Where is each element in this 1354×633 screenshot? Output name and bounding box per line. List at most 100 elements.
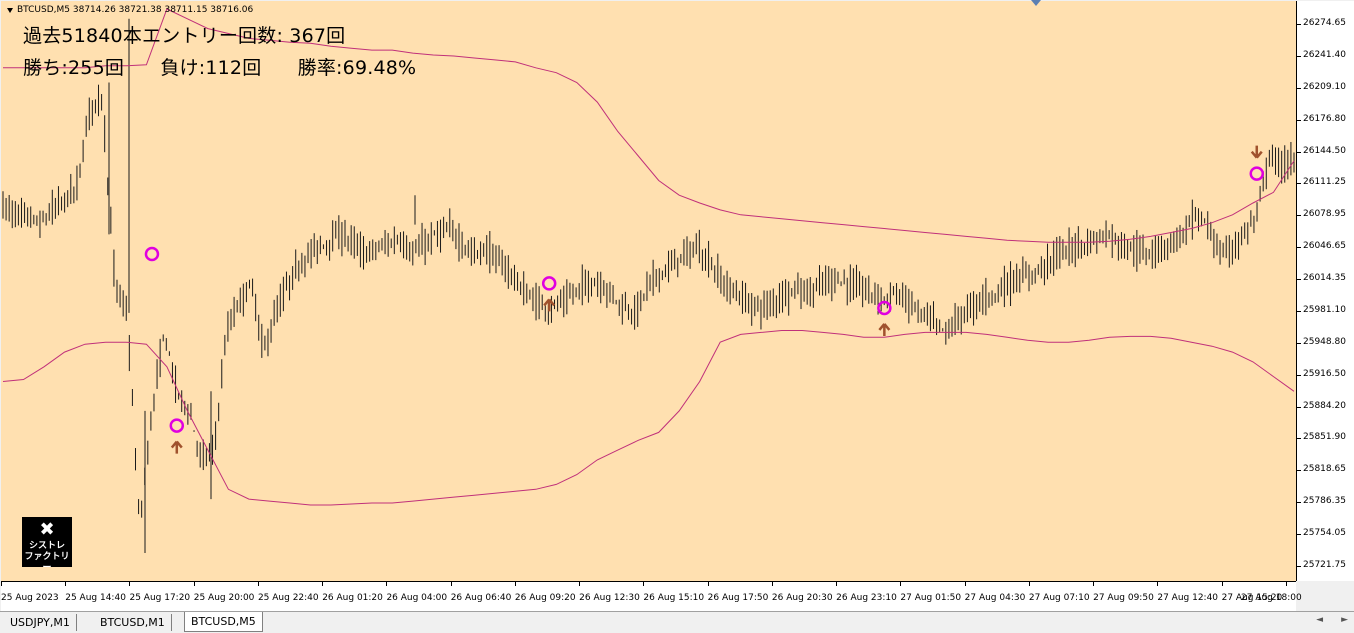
x-tick-mark: [900, 582, 902, 586]
winrate-label: 勝率:69.48%: [297, 57, 417, 79]
y-tick-label: 25981.10: [1303, 304, 1346, 315]
x-tick-mark: [836, 582, 838, 586]
y-tick-label: 25786.35: [1303, 496, 1346, 507]
y-tick-mark: [1297, 438, 1301, 440]
y-tick-mark: [1297, 215, 1301, 217]
candles: [2, 18, 1295, 554]
x-tick-label: 27 Aug 01:50: [900, 593, 962, 603]
wins-label: 勝ち:255回: [23, 57, 125, 79]
y-tick-label: 26241.40: [1303, 49, 1346, 60]
x-tick-label: 25 Aug 2023: [1, 593, 59, 603]
y-tick-mark: [1297, 342, 1301, 344]
y-tick-label: 26176.80: [1303, 113, 1346, 124]
x-tick-mark: [771, 582, 773, 586]
chart-plot-area[interactable]: BTCUSD,M5 38714.26 38721.38 38711.15 387…: [1, 1, 1296, 581]
chart-window[interactable]: BTCUSD,M5 38714.26 38721.38 38711.15 387…: [0, 0, 1354, 612]
signal-circle: [541, 276, 557, 291]
x-tick-mark: [1, 582, 2, 586]
x-tick-mark: [643, 582, 645, 586]
y-tick-mark: [1297, 406, 1301, 408]
x-tick-label: 27 Aug 12:40: [1157, 593, 1219, 603]
win-loss-stats: 勝ち:255回 負け:112回 勝率:69.48%: [23, 53, 446, 80]
y-tick-label: 25948.80: [1303, 336, 1346, 347]
scroll-right-icon[interactable]: ►: [1341, 615, 1348, 625]
x-tick-label: 26 Aug 01:20: [322, 593, 383, 603]
signal-circle: [877, 300, 892, 316]
x-tick-label: 25 Aug 17:20: [129, 593, 191, 603]
scroll-left-icon[interactable]: ◄: [1316, 615, 1324, 625]
x-tick-label: 27 Aug 18:00: [1241, 593, 1302, 603]
x-tick-mark: [1093, 582, 1095, 586]
y-tick-label: 26274.65: [1303, 18, 1346, 28]
candlestick-chart: [2, 8, 1295, 554]
symbol-info-text: BTCUSD,M5 38714.26 38721.38 38711.15 387…: [17, 5, 254, 15]
y-tick-label: 26209.10: [1303, 81, 1346, 92]
y-tick-label: 26144.50: [1303, 145, 1346, 156]
sell-arrow-icon: [1250, 145, 1263, 159]
tab-scroll-controls: ◄ ►: [1316, 615, 1348, 625]
bollinger-lower-band: [2, 330, 1295, 506]
y-tick-label: 26046.65: [1303, 241, 1346, 252]
x-tick-label: 26 Aug 12:30: [579, 593, 640, 603]
tab-btcusd-m1[interactable]: BTCUSD,M1: [94, 614, 172, 631]
x-tick-label: 25 Aug 14:40: [65, 593, 126, 603]
y-tick-mark: [1297, 151, 1301, 153]
x-tick-mark: [579, 582, 581, 586]
x-tick-mark: [1157, 582, 1159, 586]
y-tick-label: 25916.50: [1303, 368, 1346, 379]
x-tick-label: 27 Aug 09:50: [1093, 593, 1154, 603]
x-tick-mark: [193, 582, 195, 586]
y-tick-label: 25818.65: [1303, 464, 1346, 475]
y-tick-mark: [1297, 183, 1301, 185]
symbol-menu-triangle-icon[interactable]: [7, 7, 13, 13]
chart-shift-marker-icon[interactable]: [1031, 0, 1041, 6]
y-tick-mark: [1297, 247, 1301, 249]
y-tick-label: 26111.25: [1303, 177, 1346, 188]
x-tick-mark: [964, 582, 966, 586]
buy-arrow-icon: [543, 298, 556, 312]
x-tick-mark: [1028, 582, 1030, 586]
y-tick-mark: [1297, 566, 1301, 567]
x-tick-mark: [450, 582, 452, 586]
y-tick-mark: [1297, 87, 1301, 89]
x-tick-label: 26 Aug 06:40: [450, 593, 512, 603]
time-axis[interactable]: 25 Aug 2023 25 Aug 14:40 25 Aug 17:20 25 Au…: [1, 581, 1302, 612]
y-tick-mark: [1297, 374, 1301, 376]
systre-factory-logo: ✖ シストレ ファクトリー: [22, 517, 72, 573]
y-tick-mark: [1297, 470, 1301, 472]
signal-circle: [169, 418, 185, 433]
bollinger-upper-band: [3, 8, 1295, 243]
x-tick-mark: [514, 582, 516, 586]
chart-tab-bar: USDJPY,M1 BTCUSD,M1 BTCUSD,M5 ◄ ►: [0, 611, 1354, 633]
y-tick-label: 25754.05: [1303, 528, 1346, 539]
buy-arrow-icon: [878, 323, 891, 336]
x-tick-label: 26 Aug 20:30: [771, 593, 833, 603]
x-tick-label: 26 Aug 15:10: [643, 593, 705, 603]
losses-label: 負け:112回: [160, 57, 262, 79]
y-tick-label: 26014.35: [1303, 273, 1346, 284]
tab-btcusd-m5[interactable]: BTCUSD,M5: [184, 612, 263, 632]
x-tick-mark: [257, 582, 259, 586]
x-tick-mark: [322, 582, 324, 586]
y-tick-mark: [1297, 502, 1301, 504]
y-tick-mark: [1297, 119, 1301, 121]
x-tick-label: 26 Aug 09:20: [514, 593, 576, 603]
price-axis[interactable]: 26274.65 26241.40 26209.10 26176.80 26144.50…: [1296, 1, 1354, 581]
x-tick-mark: [1221, 582, 1223, 586]
x-tick-mark: [707, 582, 709, 586]
y-tick-label: 25884.20: [1303, 400, 1346, 411]
x-tick-label: 26 Aug 17:50: [707, 593, 769, 603]
x-tick-mark: [65, 582, 67, 586]
x-tick-label: 25 Aug 20:00: [193, 593, 255, 603]
x-tick-label: 27 Aug 15:20: [1221, 593, 1283, 603]
x-tick-label: 27 Aug 04:30: [964, 593, 1026, 603]
y-tick-mark: [1297, 310, 1301, 312]
tools-icon: ✖: [39, 519, 55, 540]
x-tick-label: 26 Aug 23:10: [836, 593, 897, 603]
y-tick-label: 25851.90: [1303, 432, 1346, 443]
y-tick-label: 26078.95: [1303, 209, 1346, 220]
x-tick-label: 27 Aug 07:10: [1028, 593, 1090, 603]
y-tick-label: 25721.75: [1303, 560, 1346, 570]
tab-usdjpy-m1[interactable]: USDJPY,M1: [4, 614, 77, 631]
x-tick-label: 26 Aug 04:00: [386, 593, 448, 603]
